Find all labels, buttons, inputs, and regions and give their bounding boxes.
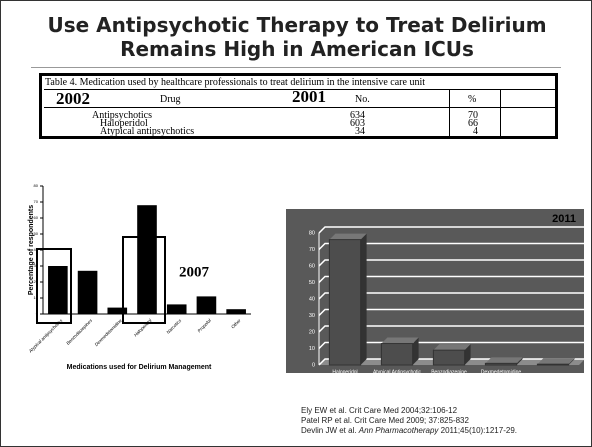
y-tick-label: 40 — [309, 296, 315, 302]
table-cell: Haloperidol — [100, 118, 148, 129]
x-tick-label: Benzodiazepine — [431, 369, 467, 375]
table-cell: 634 — [350, 110, 365, 121]
table-cell: 603 — [350, 118, 365, 129]
y-tick-label: 30 — [34, 263, 39, 268]
x-tick-label: Haloperidol — [133, 317, 153, 337]
y-tick-label: 70 — [309, 247, 315, 253]
y-tick-label: 20 — [34, 279, 39, 284]
grid-line — [318, 341, 585, 350]
bar-side — [360, 233, 367, 365]
reference-text: Ann Pharmacotherapy — [358, 426, 439, 435]
y-tick-label: 20 — [309, 329, 315, 335]
bar — [328, 239, 362, 366]
grid-line — [318, 242, 585, 251]
bar — [226, 309, 246, 314]
bar-top — [381, 337, 419, 344]
table-header: No. — [355, 94, 370, 105]
annotation: 2011 — [552, 213, 576, 225]
table-cell: 4 — [473, 126, 478, 137]
reference: Devlin JW et al. Ann Pharmacotherapy 201… — [301, 426, 517, 436]
bar — [166, 304, 187, 314]
reference-text: Devlin JW et al. — [301, 426, 359, 435]
bar-top — [537, 358, 575, 365]
grid-line — [318, 292, 585, 300]
y-tick-label: 0 — [36, 311, 39, 316]
bar — [137, 205, 157, 314]
table-cell: 70 — [468, 110, 478, 121]
y-tick-label: 80 — [309, 230, 315, 236]
grid-line — [318, 308, 585, 317]
reference: Patel RP et al. Crit Care Med 2009; 37:8… — [301, 416, 517, 426]
y-tick-label: 40 — [34, 247, 39, 252]
x-tick-label: Narcotics — [165, 317, 182, 334]
table-cell: 66 — [468, 118, 478, 129]
bar — [77, 270, 98, 314]
bar-top — [485, 357, 523, 364]
table: Table 4. Medication used by healthcare p… — [39, 73, 558, 139]
grid-line — [318, 325, 585, 333]
bar-top — [433, 344, 471, 351]
x-tick-label: Benzodiazepines — [65, 317, 93, 345]
x-axis-label: Medications used for Delirium Management — [67, 364, 212, 371]
y-tick-label: 0 — [312, 362, 315, 368]
y-tick-label: 60 — [34, 215, 39, 220]
x-tick-label: Propofol — [197, 317, 213, 333]
bar — [196, 296, 217, 314]
title-rule — [31, 67, 561, 68]
bar — [107, 307, 128, 314]
bar — [432, 349, 466, 366]
grid-line — [318, 275, 585, 284]
table-caption: Table 4. Medication used by healthcare p… — [45, 77, 426, 88]
reference-text: 2011;45(10):1217-29. — [438, 426, 517, 435]
bar-side — [516, 357, 523, 365]
x-tick-label: Haloperidol — [332, 369, 357, 375]
table-header: % — [468, 94, 477, 105]
bar-side — [568, 358, 575, 365]
y-tick-label: 30 — [309, 313, 315, 319]
highlight-box — [36, 248, 72, 324]
reference-text: Patel RP et al. Crit Care Med 2009; 37:8… — [301, 416, 469, 425]
y-tick-label: 60 — [309, 263, 315, 269]
reference-text: Ely EW et al. Crit Care Med 2004;32:106-… — [301, 406, 458, 415]
y-tick-label: 10 — [309, 346, 315, 352]
x-tick-label: Dexmedetomidine — [481, 369, 522, 375]
reference: Ely EW et al. Crit Care Med 2004;32:106-… — [301, 406, 517, 416]
grid-line — [318, 226, 585, 234]
bar — [536, 363, 570, 366]
bar — [484, 362, 518, 366]
annotation: 2007 — [179, 264, 210, 280]
year-label: 2001 — [292, 87, 326, 106]
table-header: Drug — [160, 94, 181, 105]
references: Ely EW et al. Crit Care Med 2004;32:106-… — [301, 406, 517, 436]
x-tick-label: Other — [230, 318, 242, 330]
y-tick-label: 70 — [34, 199, 39, 204]
table-cell: Atypical antipsychotics — [100, 126, 195, 137]
y-tick-label: 50 — [309, 280, 315, 286]
x-tick-label: Atypical Antipsychotic — [373, 369, 422, 375]
table-cell: 34 — [355, 126, 365, 137]
y-tick-label: 10 — [34, 295, 39, 300]
bar-side — [412, 337, 419, 365]
x-tick-label: Dexmedetomidine — [94, 318, 124, 348]
year-label: 2002 — [56, 89, 90, 108]
grid-line — [318, 259, 585, 267]
table-cell: Antipsychotics — [92, 110, 152, 121]
slide-title: Use Antipsychotic Therapy to Treat Delir… — [47, 13, 547, 61]
y-axis-label: Percentage of respondents — [28, 205, 35, 295]
bar — [380, 343, 414, 366]
bar-top — [329, 233, 367, 240]
bar-side — [464, 344, 471, 365]
y-tick-label: 50 — [34, 231, 39, 236]
bar — [48, 266, 68, 314]
y-tick-label: 80 — [34, 183, 39, 188]
